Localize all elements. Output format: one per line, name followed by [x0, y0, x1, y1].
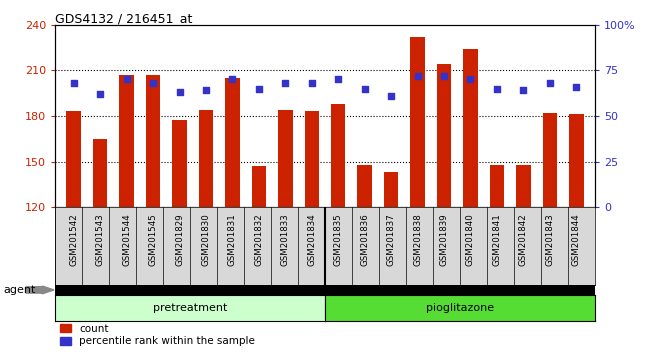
- Text: GSM201832: GSM201832: [254, 213, 263, 266]
- Point: [307, 80, 317, 86]
- Bar: [569, 114, 584, 207]
- Point: [333, 76, 343, 82]
- Text: agent: agent: [3, 285, 36, 295]
- Point: [518, 87, 528, 93]
- Bar: [489, 165, 504, 207]
- Bar: [172, 120, 187, 207]
- Point: [465, 76, 476, 82]
- Text: GSM201543: GSM201543: [96, 213, 105, 266]
- Bar: [437, 64, 451, 207]
- Text: GSM201835: GSM201835: [333, 213, 343, 266]
- Bar: [93, 139, 107, 207]
- Point: [571, 84, 582, 90]
- Text: GSM201839: GSM201839: [439, 213, 448, 266]
- Text: GSM201841: GSM201841: [493, 213, 501, 266]
- Text: GSM201834: GSM201834: [307, 213, 317, 266]
- Point: [201, 87, 211, 93]
- Point: [412, 73, 423, 79]
- Text: GSM201831: GSM201831: [228, 213, 237, 266]
- Point: [95, 91, 105, 97]
- Point: [122, 76, 132, 82]
- Bar: [304, 112, 319, 207]
- Point: [386, 93, 396, 99]
- Bar: [463, 49, 478, 207]
- Text: GSM201844: GSM201844: [572, 213, 580, 266]
- Text: GSM201842: GSM201842: [519, 213, 528, 266]
- Text: pretreatment: pretreatment: [153, 303, 228, 313]
- Text: GSM201833: GSM201833: [281, 213, 290, 266]
- Bar: [225, 78, 240, 207]
- Bar: [516, 165, 530, 207]
- Point: [254, 86, 264, 91]
- Text: pioglitazone: pioglitazone: [426, 303, 494, 313]
- Point: [359, 86, 370, 91]
- Point: [68, 80, 79, 86]
- Text: GSM201836: GSM201836: [360, 213, 369, 266]
- Text: GSM201838: GSM201838: [413, 213, 422, 266]
- Point: [491, 86, 502, 91]
- Text: GSM201840: GSM201840: [466, 213, 475, 266]
- Bar: [543, 113, 557, 207]
- Bar: [146, 75, 161, 207]
- Point: [227, 76, 238, 82]
- Point: [439, 73, 449, 79]
- Text: GSM201829: GSM201829: [175, 213, 184, 266]
- Text: GSM201837: GSM201837: [387, 213, 396, 266]
- Point: [148, 80, 159, 86]
- Point: [545, 80, 555, 86]
- Point: [174, 90, 185, 95]
- Text: GSM201545: GSM201545: [149, 213, 157, 266]
- Bar: [252, 166, 266, 207]
- Point: [280, 80, 291, 86]
- Bar: [410, 37, 425, 207]
- Legend: count, percentile rank within the sample: count, percentile rank within the sample: [60, 324, 255, 346]
- Bar: [199, 110, 213, 207]
- Bar: [120, 75, 134, 207]
- Text: GSM201544: GSM201544: [122, 213, 131, 266]
- Text: GDS4132 / 216451_at: GDS4132 / 216451_at: [55, 12, 192, 25]
- Bar: [331, 104, 346, 207]
- Text: GSM201830: GSM201830: [202, 213, 211, 266]
- Bar: [358, 165, 372, 207]
- Text: GSM201542: GSM201542: [70, 213, 78, 266]
- Bar: [278, 110, 292, 207]
- Text: GSM201843: GSM201843: [545, 213, 554, 266]
- Bar: [66, 112, 81, 207]
- Bar: [384, 172, 398, 207]
